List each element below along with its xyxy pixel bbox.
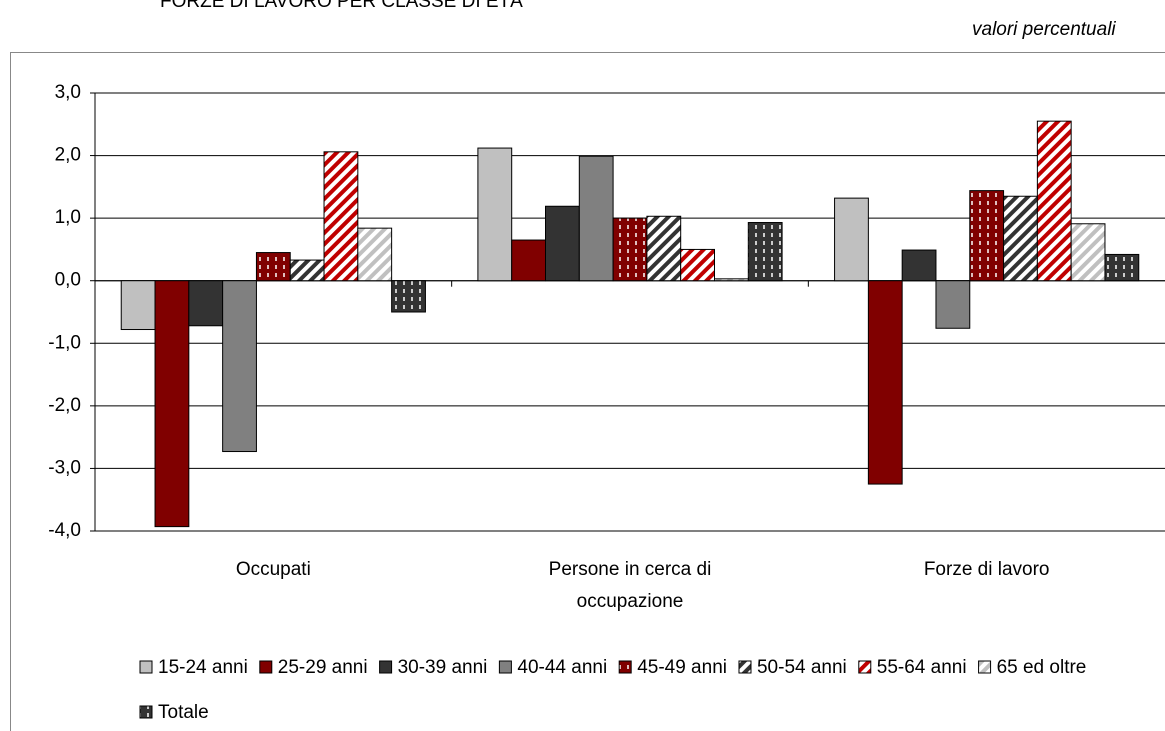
legend-swatch (259, 660, 273, 674)
bar (612, 217, 648, 282)
x-tick-label: Forze di lavoro (924, 559, 1050, 580)
bar (747, 222, 783, 282)
legend-label: Totale (158, 702, 209, 723)
bar (834, 197, 869, 282)
x-tick-label: Persone in cerca di occupazione (549, 559, 712, 612)
legend-label: 40-44 anni (517, 657, 607, 678)
legend-item: 40-44 anni (498, 657, 607, 678)
legend-label: 50-54 anni (757, 657, 847, 678)
legend-label: 45-49 anni (637, 657, 727, 678)
legend-item: 50-54 anni (738, 657, 847, 678)
y-tick-label: 2,0 (55, 145, 81, 166)
legend-label: 65 ed oltre (997, 657, 1087, 678)
bar (255, 252, 291, 282)
legend-swatch (379, 660, 393, 674)
legend-swatch (978, 660, 992, 674)
y-tick-label: -2,0 (48, 395, 81, 416)
bar (969, 190, 1005, 282)
bar (545, 205, 580, 282)
y-tick-label: -3,0 (48, 457, 81, 478)
chart-title: FORZE DI LAVORO PER CLASSE DI ETÀ (160, 0, 523, 12)
legend-item: 25-29 anni (259, 657, 368, 678)
bar (1036, 120, 1072, 282)
legend-swatch (139, 660, 153, 674)
bar (477, 147, 513, 282)
bar (867, 280, 903, 485)
legend-item: 65 ed oltre (978, 657, 1087, 678)
legend-label: 15-24 anni (158, 657, 248, 678)
chart-border (10, 52, 1165, 731)
bar (1104, 253, 1140, 282)
bar (391, 280, 426, 313)
bar (188, 280, 224, 327)
legend-item: Totale (139, 702, 209, 723)
legend-swatch (738, 660, 752, 674)
bar (222, 280, 257, 453)
legend-item: 15-24 anni (139, 657, 248, 678)
bar (120, 280, 156, 331)
y-tick-label: 0,0 (55, 270, 81, 291)
bar (154, 280, 190, 528)
bar (289, 259, 325, 282)
legend-swatch (139, 705, 153, 719)
legend-swatch (498, 660, 512, 674)
y-tick-label: -4,0 (48, 520, 81, 541)
bar (680, 248, 716, 282)
legend-item: 45-49 anni (618, 657, 727, 678)
y-tick-label: -1,0 (48, 332, 81, 353)
chart-subtitle: valori percentuali (972, 19, 1116, 40)
legend-label: 30-39 anni (398, 657, 488, 678)
legend-label: 25-29 anni (278, 657, 368, 678)
legend-swatch (858, 660, 872, 674)
legend-swatch (618, 660, 632, 674)
legend-label: 55-64 anni (877, 657, 967, 678)
bar (323, 151, 359, 282)
bar (646, 215, 682, 282)
bar (901, 249, 937, 282)
bar (357, 227, 393, 282)
y-tick-label: 3,0 (55, 82, 81, 103)
bar (1070, 223, 1106, 282)
bar (578, 155, 614, 282)
legend-item: 30-39 anni (379, 657, 488, 678)
bar (714, 278, 749, 282)
legend-item: 55-64 anni (858, 657, 967, 678)
y-tick-label: 1,0 (55, 207, 81, 228)
bar (511, 239, 547, 282)
bar (1003, 195, 1038, 282)
x-tick-label: Occupati (236, 559, 311, 580)
bar (935, 280, 971, 329)
